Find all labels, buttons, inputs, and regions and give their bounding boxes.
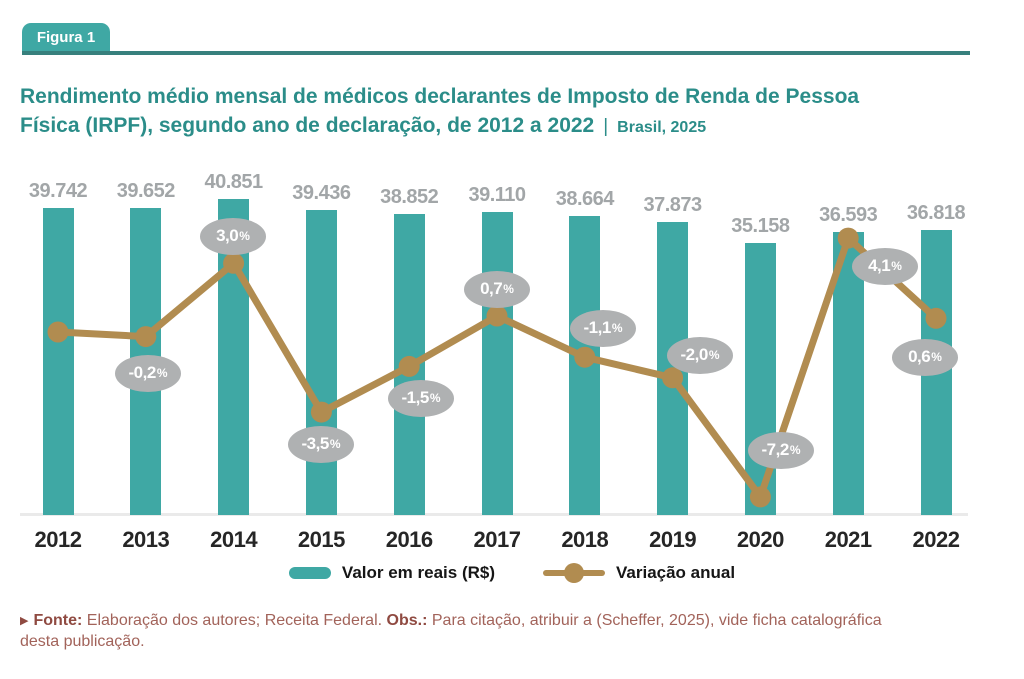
bar-value-label-2013: 39.652 — [116, 180, 176, 202]
variation-bubble-2019: -2,0% — [667, 336, 733, 374]
figure-title: Rendimento médio mensal de médicos decla… — [20, 82, 1000, 142]
variation-bubble-2014: 3,0% — [200, 217, 266, 255]
line-legend-swatch — [543, 563, 605, 583]
bar-value-label-2016: 38.852 — [380, 186, 439, 208]
figure-tab: Figura 1 — [22, 23, 110, 51]
line-point-2019 — [662, 367, 684, 389]
line-point-2015 — [310, 401, 332, 423]
variation-bubble-2013: -0,2% — [115, 354, 181, 392]
line-legend-dot-icon — [564, 563, 584, 583]
bar-value-label-2019: 37.873 — [643, 194, 703, 216]
x-axis-label-2013: 2013 — [122, 527, 170, 552]
line-point-2020 — [749, 486, 771, 508]
bar-2012 — [42, 208, 74, 515]
legend-item-bars: Valor em reais (R$) — [288, 563, 495, 583]
legend-item-line: Variação anual — [543, 563, 735, 583]
bar-value-label-2017: 39.110 — [468, 184, 526, 206]
line-point-2012 — [47, 321, 69, 343]
bar-value-label-2015: 39.436 — [292, 182, 351, 204]
title-separator: | — [603, 116, 609, 137]
obs-label: Obs.: — [386, 612, 428, 629]
figure-rule — [22, 51, 970, 55]
obs-text: Para citação, atribuir a (Scheffer, 2025… — [20, 612, 882, 650]
line-point-2022 — [925, 307, 947, 329]
title-subtitle: Brasil, 2025 — [617, 119, 707, 136]
line-legend-label: Variação anual — [616, 563, 736, 582]
bar-legend-swatch — [288, 567, 331, 579]
variation-bubble-2020: -7,2% — [748, 431, 814, 469]
variation-bubble-2017: 0,7% — [464, 270, 530, 308]
x-axis-label-2021: 2021 — [824, 527, 872, 552]
bar-value-label-2020: 35.158 — [731, 215, 790, 237]
bar-value-label-2012: 39.742 — [28, 180, 88, 202]
bar-value-label-2018: 38.664 — [555, 188, 615, 210]
x-axis-label-2017: 2017 — [473, 527, 521, 552]
line-point-2016 — [398, 355, 420, 377]
x-axis-label-2022: 2022 — [912, 527, 960, 552]
x-axis-label-2015: 2015 — [297, 527, 345, 552]
x-axis-label-2014: 2014 — [210, 527, 258, 552]
line-point-2014 — [223, 252, 245, 274]
x-axis-label-2016: 2016 — [385, 527, 433, 552]
figure-tab-label: Figura 1 — [36, 28, 96, 46]
line-point-2013 — [135, 326, 157, 348]
triangle-icon: ▶ — [20, 615, 29, 627]
bar-value-label-2014: 40.851 — [204, 171, 264, 193]
variation-bubble-2016: -1,5% — [388, 379, 454, 417]
title-line1: Rendimento médio mensal de médicos decla… — [20, 85, 860, 108]
line-point-2018 — [574, 346, 596, 368]
fonte-text: Elaboração dos autores; Receita Federal. — [86, 612, 383, 629]
x-axis-label-2019: 2019 — [649, 527, 697, 552]
variation-bubble-2022: 0,6% — [892, 338, 958, 376]
x-axis-label-2012: 2012 — [34, 527, 82, 552]
bar-legend-label: Valor em reais (R$) — [341, 563, 495, 582]
legend: Valor em reais (R$) Variação anual — [0, 563, 1024, 583]
variation-bubble-2018: -1,1% — [570, 309, 636, 347]
x-axis-label-2020: 2020 — [736, 527, 784, 552]
bar-2017 — [481, 212, 513, 515]
source-note: ▶ Fonte: Elaboração dos autores; Receita … — [20, 611, 920, 652]
line-point-2017 — [486, 305, 508, 327]
bar-value-label-2021: 36.593 — [819, 204, 878, 226]
variation-bubble-2021: 4,1% — [852, 247, 918, 285]
x-axis-label-2018: 2018 — [561, 527, 609, 552]
bar-value-label-2022: 36.818 — [906, 202, 966, 224]
title-line2: Física (IRPF), segundo ano de declaração… — [20, 114, 595, 137]
fonte-label: Fonte: — [33, 612, 83, 629]
line-point-2021 — [837, 227, 859, 249]
variation-bubble-2015: -3,5% — [288, 425, 354, 463]
bar-2015 — [305, 210, 337, 515]
